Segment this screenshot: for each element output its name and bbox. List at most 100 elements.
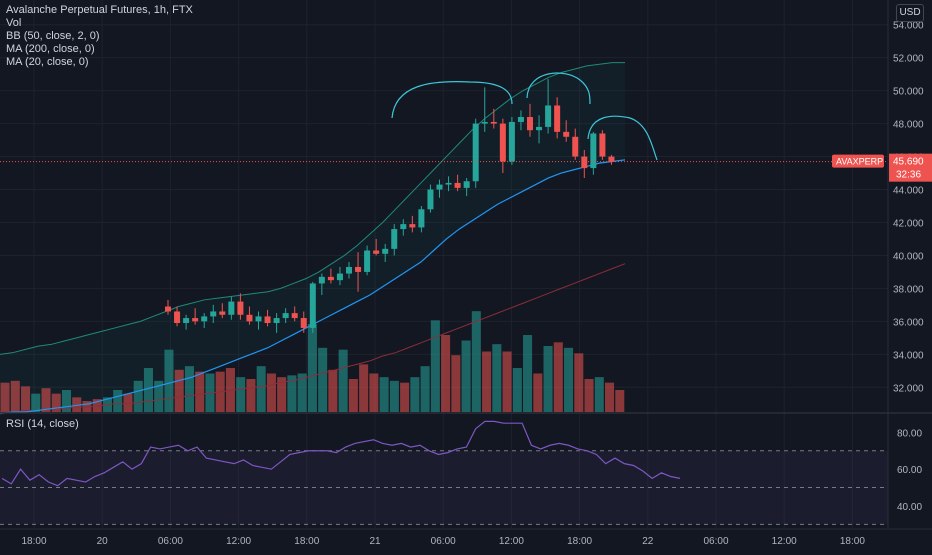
drawing-annotations[interactable]: [391, 72, 658, 161]
x-tick-label: 18:00: [21, 536, 46, 547]
candle-body: [165, 306, 171, 312]
volume-bar: [512, 368, 522, 412]
candle-body: [454, 182, 461, 188]
volume-bar: [471, 311, 481, 412]
y-tick-label: 44.000: [893, 186, 924, 197]
volume-bar: [605, 382, 615, 412]
candle-body: [581, 156, 588, 169]
volume-bar: [492, 344, 502, 412]
candle-body: [517, 117, 524, 122]
candle-body: [400, 224, 407, 230]
candle-body: [409, 224, 416, 228]
annotation-arc: [526, 72, 591, 105]
volume-bar: [246, 379, 256, 412]
candle-body: [481, 121, 488, 124]
volume-bar: [564, 347, 574, 412]
volume-bar: [133, 380, 143, 412]
candle-body: [554, 105, 561, 132]
y-tick-label: 52.000: [893, 54, 924, 65]
chart-title: Avalanche Perpetual Futures, 1h, FTX: [6, 4, 193, 16]
candle-body: [373, 250, 380, 254]
volume-bar: [10, 380, 20, 412]
rsi-tick-label: 80.00: [897, 428, 922, 439]
candle-body: [219, 311, 226, 315]
volume-bar: [584, 379, 594, 412]
candle-body: [590, 133, 597, 169]
candle-body: [264, 316, 271, 324]
volume-bar: [523, 335, 533, 412]
legend-bb: BB (50, close, 2, 0): [6, 30, 100, 42]
volume-bar: [143, 368, 153, 412]
y-tick-label: 42.000: [893, 218, 924, 229]
candle-body: [327, 276, 334, 281]
candle-body: [536, 126, 543, 131]
candle-body: [336, 273, 343, 281]
grid: [0, 0, 888, 528]
volume-bar: [533, 373, 543, 412]
volume-bar: [328, 369, 338, 412]
volume-bar: [461, 340, 471, 412]
candles[interactable]: [0, 79, 888, 333]
bollinger-band: [0, 62, 625, 414]
volume-bar: [594, 377, 604, 412]
volume-bar: [410, 377, 420, 412]
candle-body: [445, 182, 452, 185]
candle-body: [391, 229, 398, 249]
volume-bar: [338, 349, 348, 412]
annotation-arc: [391, 81, 513, 119]
candle-body: [309, 283, 316, 328]
candle-body: [273, 318, 280, 324]
volume-bar: [318, 347, 328, 412]
volume-bar: [307, 324, 317, 412]
volume-bar: [113, 390, 123, 412]
candle-body: [282, 313, 289, 319]
price-tag-bg: [889, 153, 932, 182]
chart-legend: Avalanche Perpetual Futures, 1h, FTX Vol…: [6, 4, 193, 69]
candle-body: [291, 313, 298, 319]
candle-body: [418, 209, 425, 228]
volume-bar: [348, 379, 358, 412]
volume-bar: [20, 386, 31, 412]
volume-bar: [574, 353, 584, 412]
y-tick-label: 50.000: [893, 87, 924, 98]
volume-bar: [31, 393, 41, 412]
rsi-tick-label: 40.00: [897, 502, 922, 513]
candle-body: [490, 121, 497, 124]
candle-body: [499, 123, 506, 162]
rsi-line: [1, 420, 681, 487]
bb-fill: [0, 62, 625, 414]
symbol-tag-label: AVAXPERP: [836, 157, 883, 167]
rsi-panel[interactable]: [0, 420, 888, 525]
volume-bar: [451, 355, 461, 412]
price-tag: AVAXPERP 45.690 32:36: [832, 153, 932, 182]
candle-body: [183, 318, 190, 324]
candle-body: [545, 105, 552, 127]
x-tick-label: 18:00: [840, 536, 865, 547]
price-tag-value: 45.690: [893, 157, 924, 168]
candle-body: [192, 318, 199, 322]
rsi-tick-label: 60.00: [897, 465, 922, 476]
currency-button[interactable]: USD: [896, 4, 924, 22]
volume-bar: [164, 349, 174, 412]
volume-bar: [41, 388, 51, 412]
volume-bar: [543, 346, 553, 412]
volume-bar: [236, 377, 246, 412]
volume-bar: [553, 342, 563, 412]
annotation-arc: [587, 115, 658, 161]
x-tick-label: 12:00: [499, 536, 524, 547]
volume-bar: [359, 364, 369, 412]
x-tick-label: 22: [642, 536, 654, 547]
x-tick-label: 18:00: [567, 536, 592, 547]
volume-bar: [287, 375, 297, 412]
volume-bar: [51, 393, 61, 412]
candle-body: [463, 181, 470, 188]
x-tick-label: 21: [369, 536, 381, 547]
y-tick-label: 38.000: [893, 284, 924, 295]
volume-bar: [615, 390, 625, 412]
candle-body: [246, 314, 253, 322]
bb-upper-line: [0, 62, 625, 355]
candle-body: [255, 316, 262, 322]
